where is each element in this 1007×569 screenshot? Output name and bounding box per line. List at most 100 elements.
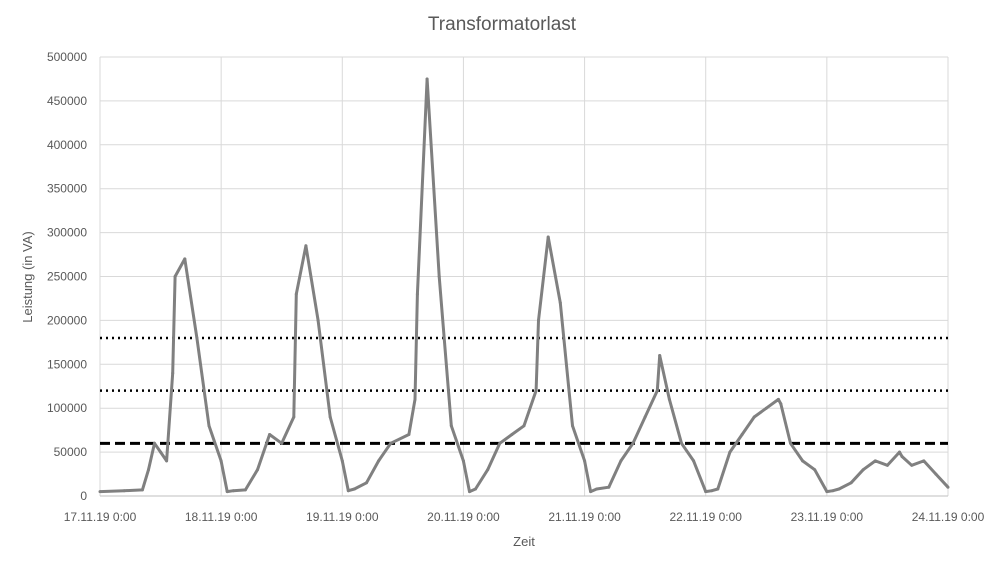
data-point (407, 433, 411, 436)
data-point (764, 406, 768, 410)
y-tick-label: 500000 (47, 50, 87, 64)
data-point (922, 459, 926, 463)
data-point (256, 468, 259, 472)
data-point (801, 459, 805, 463)
y-axis-label: Leistung (in VA) (20, 231, 35, 323)
y-tick-label: 0 (80, 489, 87, 503)
data-point (280, 441, 284, 445)
y-tick-label: 400000 (47, 138, 87, 152)
data-point (704, 490, 708, 494)
data-point (225, 490, 229, 494)
data-point (294, 292, 298, 296)
data-point (831, 489, 835, 493)
data-point (885, 463, 889, 467)
x-tick-label: 21.11.19 0:00 (548, 510, 621, 524)
data-point (910, 463, 914, 467)
data-point (934, 472, 938, 476)
data-point (607, 485, 611, 489)
data-point (595, 487, 599, 491)
data-point (680, 441, 683, 445)
data-point (583, 459, 587, 463)
data-point (716, 487, 720, 491)
x-tick-label: 19.11.19 0:00 (306, 510, 379, 524)
data-point (740, 433, 744, 436)
data-point (849, 481, 853, 485)
data-point (813, 468, 817, 472)
data-point (655, 389, 659, 393)
data-point (183, 257, 187, 261)
data-point (710, 489, 714, 493)
data-point (415, 292, 419, 296)
data-point (558, 301, 562, 305)
data-point (728, 450, 732, 454)
data-point (537, 318, 540, 322)
data-point (898, 450, 901, 454)
series-0 (98, 77, 950, 494)
data-point (643, 415, 647, 419)
data-point (752, 415, 756, 419)
data-point (159, 450, 163, 454)
data-point (510, 433, 514, 436)
data-point (589, 490, 593, 494)
data-point (619, 459, 623, 463)
data-point (900, 455, 904, 458)
data-point (328, 415, 332, 419)
data-point (776, 397, 780, 401)
data-point (243, 488, 247, 492)
data-point (352, 487, 356, 491)
series-layer (98, 77, 950, 494)
data-point (474, 487, 477, 491)
data-point (498, 441, 502, 445)
data-point (873, 459, 877, 463)
data-point (377, 459, 381, 463)
data-point (946, 485, 950, 489)
data-point (468, 490, 471, 494)
data-point (195, 336, 199, 340)
x-tick-label: 20.11.19 0:00 (427, 510, 500, 524)
x-tick-label: 18.11.19 0:00 (185, 510, 258, 524)
reference-lines (100, 336, 948, 445)
y-tick-label: 250000 (47, 270, 87, 284)
data-point (425, 77, 429, 81)
data-point (165, 459, 169, 463)
data-point (437, 275, 441, 278)
data-point (346, 489, 350, 493)
data-point (779, 402, 783, 406)
x-axis-ticks: 17.11.19 0:00 18.11.19 0:00 19.11.19 0:00 2… (64, 510, 985, 524)
data-point (340, 459, 344, 463)
x-tick-label: 24.11.19 0:00 (912, 510, 985, 524)
data-point (861, 468, 865, 472)
data-point (140, 488, 144, 492)
series-line (99, 77, 950, 494)
y-tick-label: 200000 (47, 313, 87, 327)
y-tick-label: 100000 (47, 401, 87, 415)
data-point (231, 489, 235, 493)
y-tick-label: 350000 (47, 182, 87, 196)
data-point (631, 441, 635, 445)
data-point (153, 441, 156, 445)
x-tick-label: 23.11.19 0:00 (791, 510, 864, 524)
data-point (461, 459, 465, 463)
data-point (171, 371, 175, 375)
y-tick-label: 50000 (54, 445, 88, 459)
data-point (304, 244, 308, 248)
data-point (825, 490, 829, 494)
y-tick-label: 450000 (47, 94, 87, 108)
data-point (534, 389, 538, 393)
grid (99, 56, 949, 496)
data-point (667, 397, 671, 401)
data-point (389, 441, 393, 445)
data-point (207, 424, 211, 428)
data-point (219, 459, 223, 463)
x-tick-label: 22.11.19 0:00 (669, 510, 742, 524)
data-point (147, 468, 150, 472)
chart-title: Transformatorlast (428, 14, 577, 35)
data-point (658, 354, 662, 357)
x-tick-label: 17.11.19 0:00 (64, 510, 137, 524)
x-axis-label: Zeit (513, 534, 535, 549)
data-point (173, 275, 177, 278)
data-point (486, 468, 490, 472)
y-tick-label: 150000 (47, 357, 87, 371)
